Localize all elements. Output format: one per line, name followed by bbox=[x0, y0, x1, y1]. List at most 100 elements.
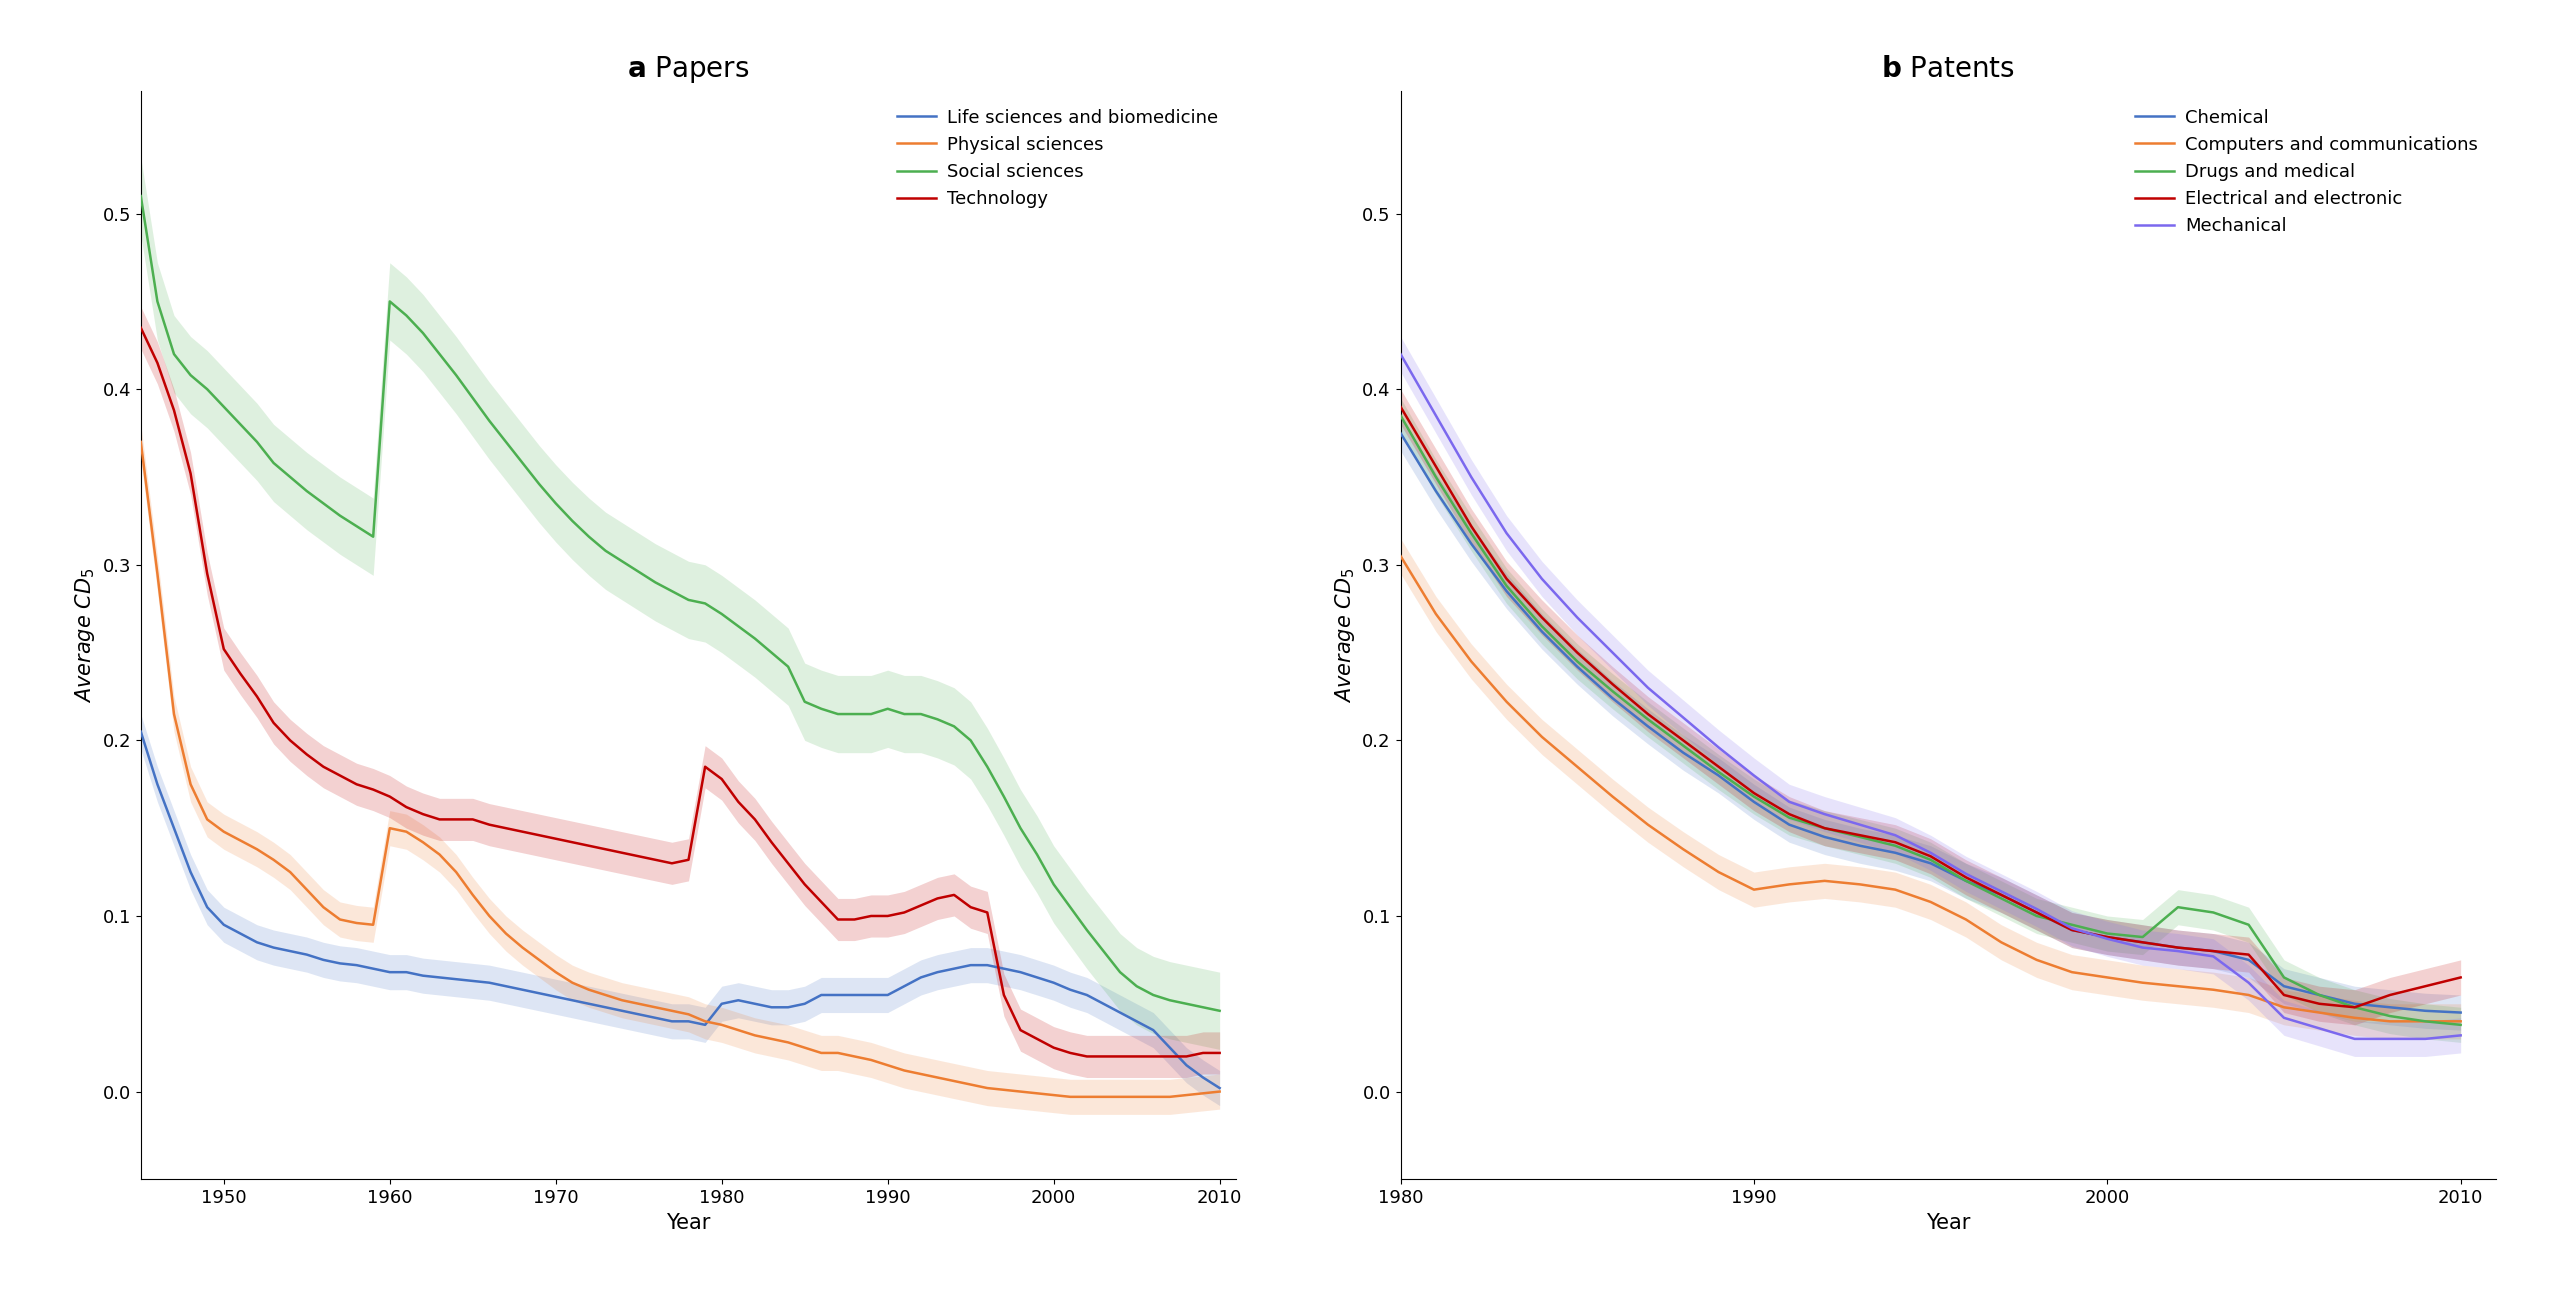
Technology bbox=[973, 905, 1004, 920]
Drugs and medical bbox=[1492, 578, 1523, 594]
Electrical and electronic bbox=[2092, 929, 2122, 945]
Computers and communications bbox=[2092, 969, 2122, 985]
Mechanical bbox=[1846, 816, 1876, 832]
Electrical and electronic bbox=[2056, 923, 2086, 938]
Computers and communications bbox=[1385, 548, 1416, 564]
Chemical bbox=[2376, 999, 2406, 1015]
Computers and communications bbox=[2232, 988, 2263, 1003]
Chemical bbox=[2340, 997, 2371, 1012]
Mechanical bbox=[2445, 1028, 2476, 1043]
Chemical bbox=[1562, 658, 1592, 674]
Line: Physical sciences: Physical sciences bbox=[141, 442, 1219, 1096]
Drugs and medical bbox=[1951, 874, 1981, 889]
Drugs and medical bbox=[1846, 829, 1876, 845]
Computers and communications bbox=[1738, 881, 1769, 897]
Line: Computers and communications: Computers and communications bbox=[1400, 556, 2460, 1021]
Computers and communications bbox=[1879, 881, 1910, 897]
Electrical and electronic bbox=[1774, 806, 1805, 822]
Line: Electrical and electronic: Electrical and electronic bbox=[1400, 407, 2460, 1007]
Electrical and electronic bbox=[1915, 849, 1946, 864]
X-axis label: Year: Year bbox=[1925, 1213, 1971, 1232]
Chemical bbox=[1457, 537, 1487, 552]
Chemical bbox=[1385, 425, 1416, 441]
Social sciences bbox=[392, 307, 422, 323]
Mechanical bbox=[1810, 806, 1841, 822]
Computers and communications bbox=[1597, 789, 1628, 805]
Computers and communications bbox=[1951, 911, 1981, 927]
Drugs and medical bbox=[2127, 929, 2158, 945]
Physical sciences bbox=[1055, 1089, 1085, 1104]
Drugs and medical bbox=[2409, 1013, 2440, 1029]
Social sciences bbox=[591, 543, 622, 559]
Computers and communications bbox=[2022, 953, 2053, 968]
Mechanical bbox=[1526, 572, 1556, 587]
Electrical and electronic bbox=[1385, 399, 1416, 415]
Mechanical bbox=[2340, 1032, 2371, 1047]
Electrical and electronic bbox=[1669, 732, 1700, 748]
Computers and communications bbox=[1669, 841, 1700, 857]
Electrical and electronic bbox=[1702, 759, 1733, 775]
Drugs and medical bbox=[2056, 918, 2086, 933]
Electrical and electronic bbox=[2163, 940, 2194, 955]
Drugs and medical bbox=[1526, 618, 1556, 634]
Computers and communications bbox=[2304, 1004, 2335, 1020]
Drugs and medical bbox=[1915, 851, 1946, 867]
Electrical and electronic bbox=[2022, 905, 2053, 920]
Computers and communications bbox=[1810, 874, 1841, 889]
Electrical and electronic bbox=[1846, 827, 1876, 842]
Drugs and medical bbox=[2092, 925, 2122, 941]
Computers and communications bbox=[1915, 894, 1946, 910]
Mechanical bbox=[2163, 943, 2194, 959]
Social sciences bbox=[458, 390, 489, 406]
Physical sciences bbox=[392, 824, 422, 840]
Computers and communications bbox=[2199, 982, 2230, 998]
Chemical bbox=[1633, 718, 1664, 734]
Computers and communications bbox=[1457, 653, 1487, 669]
Electrical and electronic bbox=[1526, 609, 1556, 625]
Computers and communications bbox=[1774, 876, 1805, 892]
Computers and communications bbox=[2409, 1013, 2440, 1029]
Drugs and medical bbox=[1810, 820, 1841, 836]
Physical sciences bbox=[1203, 1083, 1234, 1099]
Drugs and medical bbox=[2376, 1008, 2406, 1024]
Chemical bbox=[2092, 929, 2122, 945]
Computers and communications bbox=[2445, 1013, 2476, 1029]
Mechanical bbox=[1457, 469, 1487, 485]
Mechanical bbox=[2022, 901, 2053, 916]
Mechanical bbox=[1421, 408, 1452, 424]
Chemical bbox=[1492, 583, 1523, 599]
Drugs and medical bbox=[2232, 918, 2263, 933]
Technology bbox=[1073, 1048, 1103, 1064]
Electrical and electronic bbox=[1492, 572, 1523, 587]
Mechanical bbox=[1562, 609, 1592, 625]
Chemical bbox=[1669, 745, 1700, 761]
Title: $\bf{a}$ Papers: $\bf{a}$ Papers bbox=[627, 54, 750, 84]
Line: Mechanical: Mechanical bbox=[1400, 354, 2460, 1039]
Mechanical bbox=[2127, 940, 2158, 955]
Chemical bbox=[1702, 767, 1733, 783]
Physical sciences bbox=[125, 434, 156, 450]
Social sciences bbox=[125, 188, 156, 203]
Technology bbox=[392, 800, 422, 815]
Life sciences and biomedicine bbox=[125, 724, 156, 740]
Chemical bbox=[1846, 839, 1876, 854]
Mechanical bbox=[2056, 920, 2086, 936]
Drugs and medical bbox=[2304, 988, 2335, 1003]
Life sciences and biomedicine bbox=[392, 964, 422, 980]
Electrical and electronic bbox=[1987, 888, 2017, 903]
Chemical bbox=[2268, 978, 2299, 994]
Computers and communications bbox=[1421, 607, 1452, 622]
Technology bbox=[207, 642, 238, 657]
Mechanical bbox=[2304, 1020, 2335, 1036]
Electrical and electronic bbox=[1633, 706, 1664, 722]
Physical sciences bbox=[207, 824, 238, 840]
Social sciences bbox=[1203, 1003, 1234, 1019]
Mechanical bbox=[1738, 767, 1769, 783]
Computers and communications bbox=[2340, 1010, 2371, 1025]
Computers and communications bbox=[1562, 759, 1592, 775]
Electrical and electronic bbox=[2445, 969, 2476, 985]
Legend: Life sciences and biomedicine, Physical sciences, Social sciences, Technology: Life sciences and biomedicine, Physical … bbox=[888, 100, 1226, 216]
Technology bbox=[1203, 1045, 1234, 1060]
Life sciences and biomedicine bbox=[1203, 1081, 1234, 1096]
Life sciences and biomedicine bbox=[1121, 1013, 1152, 1029]
